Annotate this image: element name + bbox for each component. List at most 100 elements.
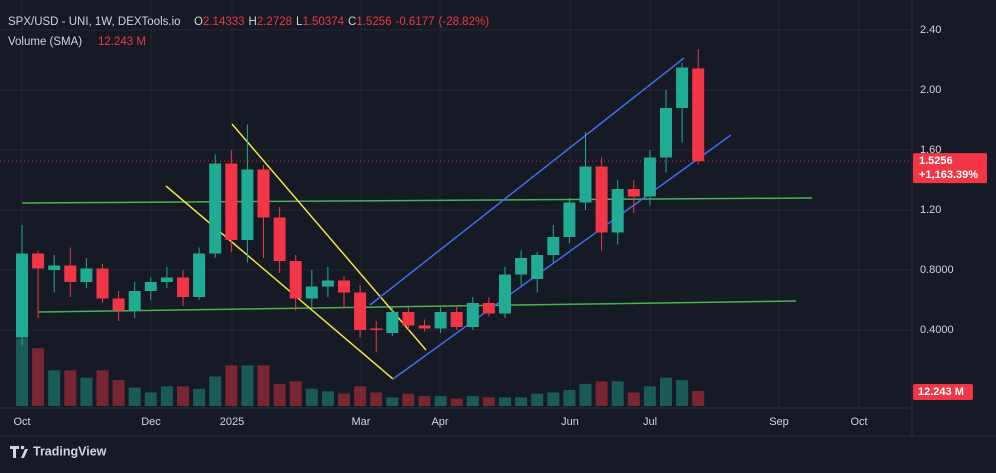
volume-bar: [48, 370, 61, 406]
volume-bar: [563, 390, 576, 406]
volume-bar: [531, 393, 544, 406]
candle-body: [289, 261, 302, 299]
volume-bar: [643, 386, 656, 406]
candle-body: [563, 202, 576, 237]
volume-bar: [579, 383, 592, 406]
candle-body: [305, 286, 318, 299]
symbol[interactable]: SPX/USD - UNI, 1W, DEXTools.io: [8, 16, 181, 28]
candle-body: [32, 253, 45, 269]
low-label: L: [296, 16, 303, 28]
volume-pane: [16, 338, 705, 406]
volume-bar: [499, 397, 511, 406]
legend: SPX/USD - UNI, 1W, DEXTools.io Volume (S…: [8, 16, 489, 48]
candle-body: [209, 163, 222, 254]
brand-logo: [10, 446, 28, 458]
candle-body: [48, 265, 61, 270]
x-tick-label: Dec: [141, 416, 161, 428]
brand[interactable]: TradingView: [10, 444, 107, 458]
candle-body: [466, 303, 479, 327]
price-axis: 0.4000 0.8000 1.20 1.60 2.00 2.40 1.5256 +1,163…: [913, 24, 987, 400]
x-tick-label: 2025: [220, 416, 244, 428]
change-pct: (-28.82%): [439, 16, 490, 28]
volume-bar: [466, 396, 479, 406]
x-tick-label: Sep: [769, 416, 789, 428]
volume-bar: [16, 338, 28, 406]
y-tick-label: 0.8000: [920, 264, 954, 276]
candle-body: [64, 265, 77, 282]
candle-body: [241, 169, 254, 240]
volume-bar: [289, 381, 302, 406]
footer: [0, 436, 996, 468]
candle-body: [692, 68, 705, 162]
candle-body: [627, 189, 640, 197]
high-value: 2.2728: [257, 16, 292, 28]
volume-bar: [515, 397, 528, 406]
y-tick-label: 2.40: [920, 24, 941, 36]
volume-bar: [595, 381, 608, 406]
volume-bar: [386, 397, 399, 406]
trend-line: [37, 300, 797, 313]
candle-body: [386, 312, 399, 333]
trend-line: [21, 197, 813, 204]
open-value: 2.14333: [203, 16, 245, 28]
trend-line: [392, 134, 732, 380]
volume-bar: [547, 392, 560, 406]
x-tick-label: Mar: [352, 416, 371, 428]
candle-body: [96, 268, 109, 299]
candle-body: [547, 237, 560, 255]
volume-bar: [660, 377, 672, 406]
candle-body: [499, 274, 511, 314]
volume-bar: [338, 393, 350, 406]
change-value: -0.6177: [396, 16, 435, 28]
low-value: 1.50374: [302, 16, 344, 28]
brand-logo-dot: [20, 445, 25, 450]
candle-body: [338, 280, 350, 293]
candle-body: [515, 258, 528, 275]
x-tick-label: Jun: [561, 416, 579, 428]
candle-body: [321, 280, 334, 287]
trend-line: [165, 185, 394, 380]
close-value: 1.5256: [356, 16, 391, 28]
volume-bar: [434, 396, 447, 406]
high-label: H: [249, 16, 257, 28]
candle-body: [80, 268, 93, 282]
volume-bar: [611, 381, 624, 406]
candle-body: [144, 282, 157, 291]
candle-body: [128, 291, 141, 311]
candle-body: [16, 253, 28, 338]
volume-bar: [676, 380, 689, 406]
volume-tag-value: 12.243 M: [918, 386, 964, 398]
brand-name: TradingView: [33, 444, 107, 458]
volume-bar: [482, 397, 495, 406]
candle-body: [643, 157, 656, 197]
candle-body: [579, 166, 592, 203]
y-tick-label: 1.20: [920, 204, 941, 216]
x-tick-label: Oct: [850, 416, 867, 428]
price-tag: [913, 153, 987, 184]
volume-bar: [418, 396, 431, 406]
price-tag-change: +1,163.39%: [919, 169, 978, 181]
candle-body: [225, 163, 238, 240]
candle-body: [402, 312, 415, 326]
y-tick-label: 0.4000: [920, 324, 954, 336]
x-tick-label: Jul: [643, 416, 657, 428]
volume-bar: [450, 398, 463, 406]
price-tag-value: 1.5256: [919, 155, 953, 167]
candle-body: [177, 277, 189, 297]
y-tick-label: 2.00: [920, 84, 941, 96]
volume-bar: [193, 388, 206, 406]
volume-bar: [160, 386, 173, 406]
open-label: O: [194, 16, 203, 28]
volume-bar: [305, 388, 318, 406]
volume-bar: [96, 370, 109, 406]
time-axis: Oct Dec 2025 Mar Apr Jun Jul Sep Oct: [13, 416, 867, 428]
volume-title[interactable]: Volume (SMA): [8, 36, 82, 48]
candle-body: [418, 325, 431, 329]
volume-bar: [627, 392, 640, 406]
grid: [0, 0, 912, 408]
candle-body: [370, 328, 383, 330]
volume-bar: [128, 387, 141, 406]
candle-body: [676, 67, 689, 108]
